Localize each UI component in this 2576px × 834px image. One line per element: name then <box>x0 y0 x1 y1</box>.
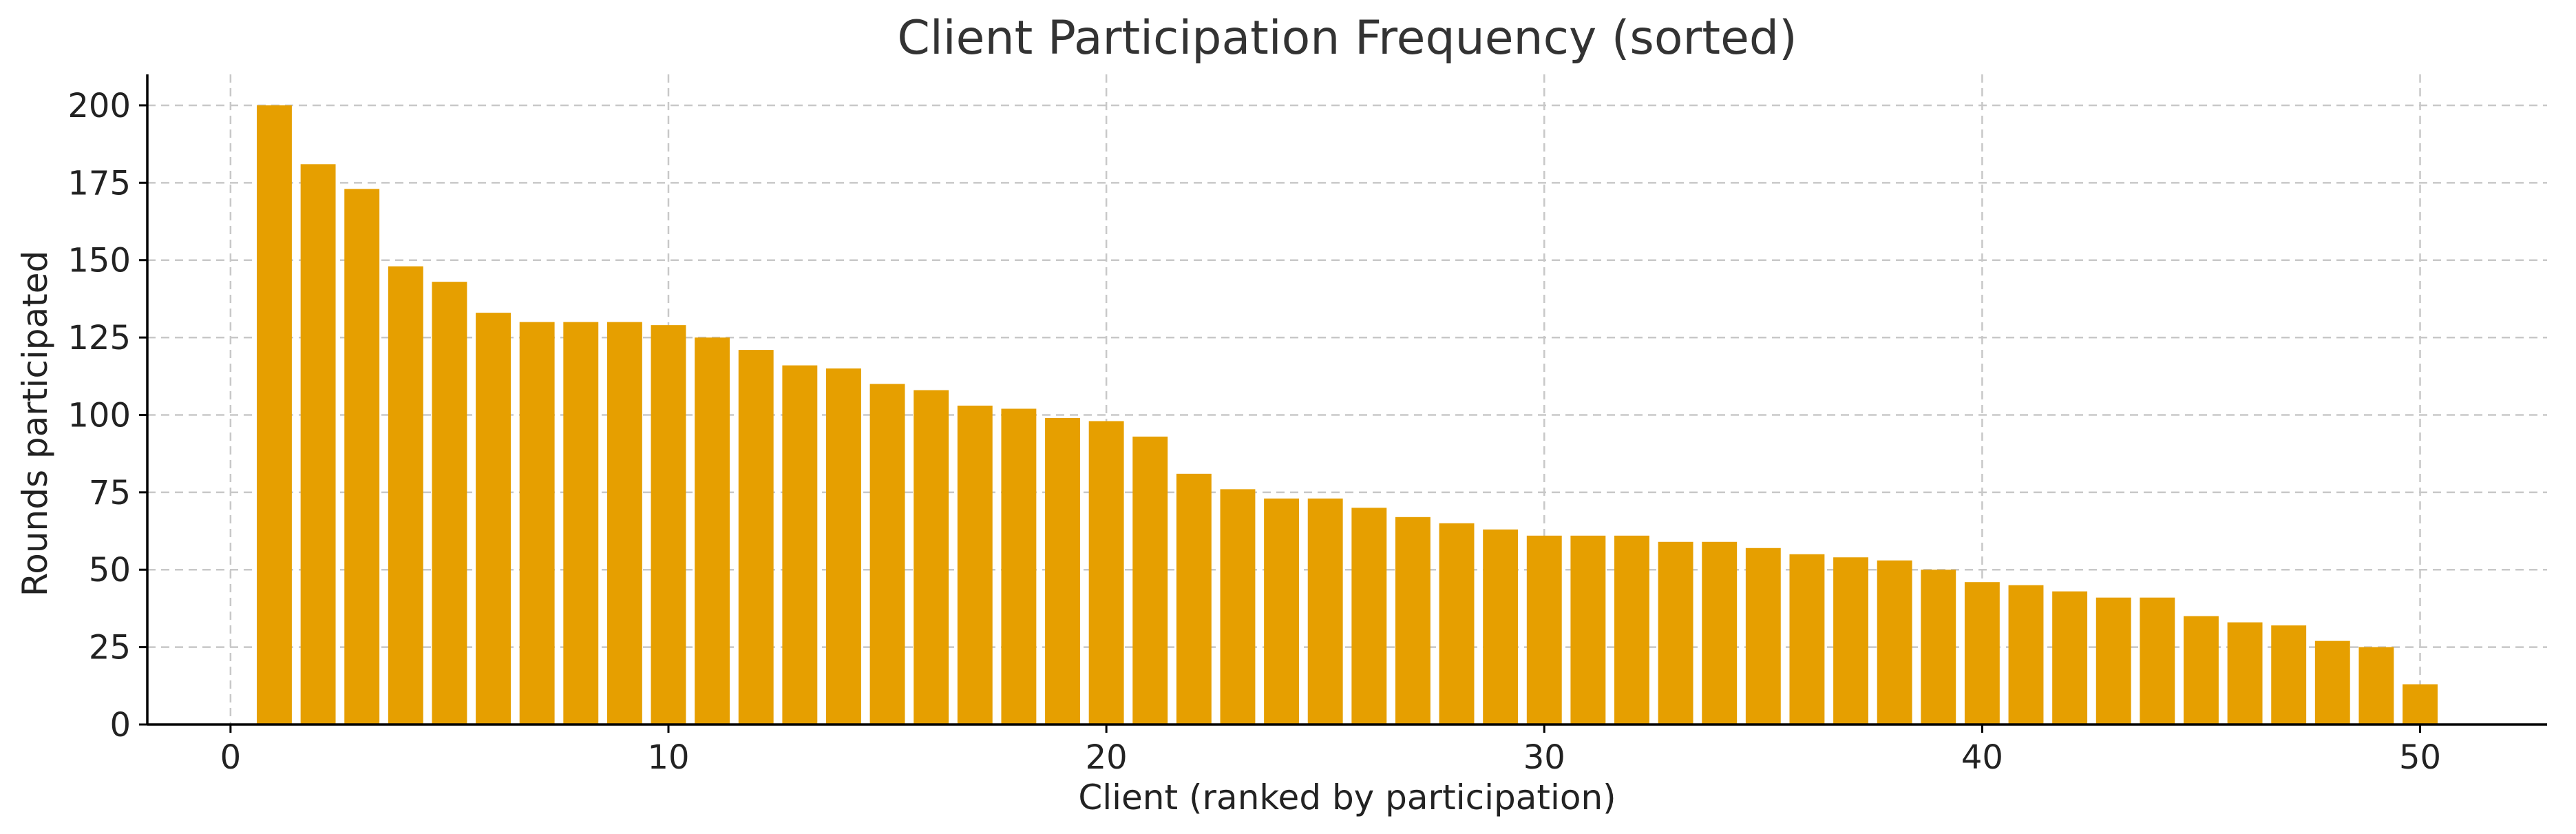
bar <box>2271 625 2307 724</box>
bar <box>782 365 818 724</box>
bar <box>2227 622 2263 724</box>
bar <box>1833 557 1868 724</box>
bar <box>1001 408 1037 724</box>
bar <box>1877 560 1912 724</box>
bar <box>1614 535 1649 724</box>
x-tick-label: 50 <box>2399 738 2441 777</box>
bar <box>651 325 686 725</box>
bar <box>695 337 730 725</box>
bar <box>1351 508 1387 724</box>
bar <box>2358 647 2394 724</box>
bar <box>1132 436 1168 724</box>
bar <box>519 322 555 725</box>
x-axis-label: Client (ranked by participation) <box>1078 778 1616 817</box>
x-tick-label: 20 <box>1086 738 1128 777</box>
bar <box>2314 640 2350 724</box>
bar <box>869 384 905 724</box>
bar <box>1702 541 1738 724</box>
bar <box>1220 489 1256 724</box>
bar <box>1176 473 1212 724</box>
x-tick-label: 30 <box>1523 738 1565 777</box>
y-tick-label: 100 <box>67 396 131 435</box>
chart-title: Client Participation Frequency (sorted) <box>897 11 1797 65</box>
y-tick-label: 150 <box>67 242 131 280</box>
bar <box>257 105 292 724</box>
bar <box>1658 541 1693 724</box>
bar <box>476 313 511 725</box>
bar <box>1921 570 1956 724</box>
y-axis-label: Rounds participated <box>15 251 55 596</box>
bar <box>300 164 336 724</box>
x-tick-label: 0 <box>220 738 242 777</box>
x-tick-label: 40 <box>1961 738 2003 777</box>
bar <box>1789 554 1825 724</box>
bar <box>1439 523 1475 724</box>
bar <box>2403 684 2438 724</box>
bar <box>563 322 599 725</box>
y-tick-label: 125 <box>67 319 131 357</box>
bar <box>1964 582 2000 724</box>
bar <box>826 368 861 724</box>
bar <box>2140 597 2175 724</box>
bar <box>1395 517 1430 724</box>
y-tick-label: 175 <box>67 164 131 202</box>
bar <box>344 189 380 724</box>
y-tick-label: 25 <box>89 629 131 667</box>
bar <box>1307 498 1343 724</box>
bar <box>957 405 993 724</box>
x-tick-label: 10 <box>647 738 689 777</box>
bar <box>1483 529 1519 724</box>
bar <box>738 350 774 725</box>
bar <box>1745 548 1781 724</box>
bar <box>1045 417 1080 724</box>
bar <box>432 282 467 725</box>
bar <box>388 266 423 724</box>
y-tick-label: 200 <box>67 87 131 125</box>
bar <box>1526 535 1562 724</box>
bar <box>1264 498 1300 724</box>
bar <box>2184 616 2219 724</box>
ticks: 0 10 20 30 40 50 0 25 50 75 100 125 150 175 200 <box>67 87 2441 777</box>
y-tick-label: 75 <box>89 474 131 512</box>
bar <box>2052 591 2088 724</box>
bar <box>2095 597 2131 724</box>
bar <box>914 390 949 724</box>
bar <box>2008 585 2044 724</box>
bar <box>1570 535 1606 724</box>
y-tick-label: 0 <box>109 706 131 744</box>
y-tick-label: 50 <box>89 551 131 590</box>
bars <box>257 105 2438 725</box>
bar <box>1088 421 1124 724</box>
bar <box>606 322 642 725</box>
